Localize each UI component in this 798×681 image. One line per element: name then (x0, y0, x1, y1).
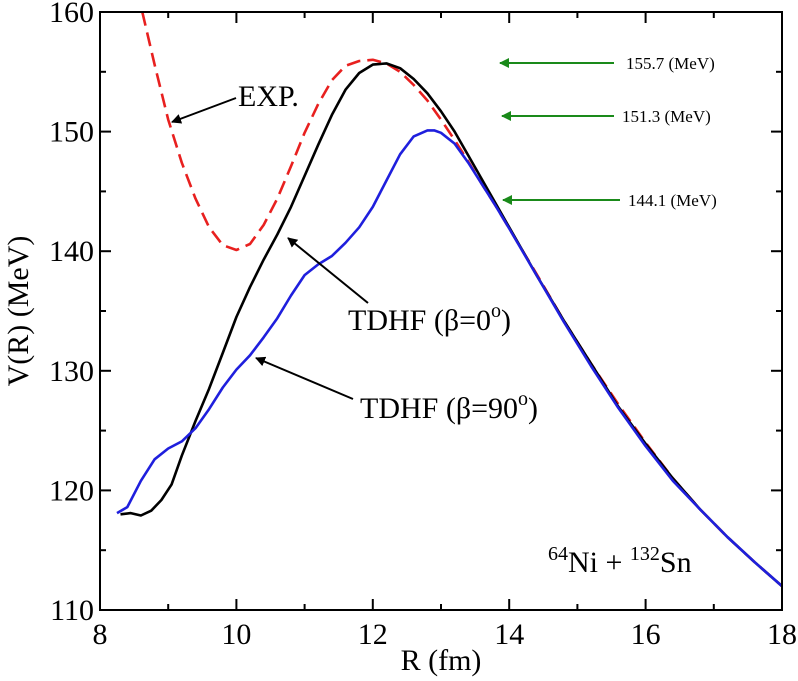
tdhf0-arrow (287, 237, 369, 304)
reaction-a2: 132 (630, 543, 660, 565)
tdhf90-end: ) (528, 392, 538, 425)
y-tick-label: 140 (49, 235, 94, 268)
tdhf0-text: TDHF (β=0 (348, 304, 491, 337)
x-tick-label: 10 (221, 618, 251, 651)
annotations: EXP. TDHF (β=0o) TDHF (β=90o) (171, 80, 538, 425)
x-tick-label: 8 (93, 618, 108, 651)
y-tick-label: 130 (49, 355, 94, 388)
energy-markers: 155.7 (MeV) 151.3 (MeV) 144.1 (MeV) (499, 54, 717, 210)
y-tick-label: 150 (49, 116, 94, 149)
tdhf90-arrow (255, 356, 354, 400)
series-layer (116, 12, 782, 588)
tdhf90-sup: o (518, 388, 528, 410)
reaction-label: 64Ni + 132Sn (548, 543, 692, 579)
x-tick-label: 18 (767, 618, 797, 651)
x-tick-label: 14 (494, 618, 524, 651)
tdhf90-text: TDHF (β=90 (360, 392, 518, 425)
y-tick-label: 160 (49, 0, 94, 29)
series-line-2 (116, 129, 782, 588)
x-tick-label: 12 (358, 618, 388, 651)
reaction-el1: Ni (568, 546, 598, 579)
tdhf0-label: TDHF (β=0o) (348, 300, 511, 337)
energy-label-151-3: 151.3 (MeV) (622, 107, 711, 126)
x-tick-label: 16 (631, 618, 661, 651)
tdhf0-end: ) (501, 304, 511, 337)
exp-label: EXP. (238, 80, 299, 113)
tdhf0-sup: o (491, 300, 501, 322)
y-tick-label: 110 (50, 594, 94, 627)
x-axis-title: R (fm) (401, 644, 482, 677)
tdhf90-label: TDHF (β=90o) (360, 388, 538, 425)
reaction-plus: + (598, 546, 630, 579)
y-tick-label: 120 (49, 474, 94, 507)
axis-ticks: 8 10 12 14 16 18 110 120 130 140 150 160 (49, 0, 797, 651)
energy-label-144-1: 144.1 (MeV) (628, 191, 717, 210)
exp-arrow (171, 97, 237, 124)
y-axis-title: V(R) (MeV) (2, 236, 35, 387)
energy-label-155-7: 155.7 (MeV) (626, 54, 715, 73)
reaction-a1: 64 (548, 543, 568, 565)
reaction-el2: Sn (660, 546, 692, 579)
